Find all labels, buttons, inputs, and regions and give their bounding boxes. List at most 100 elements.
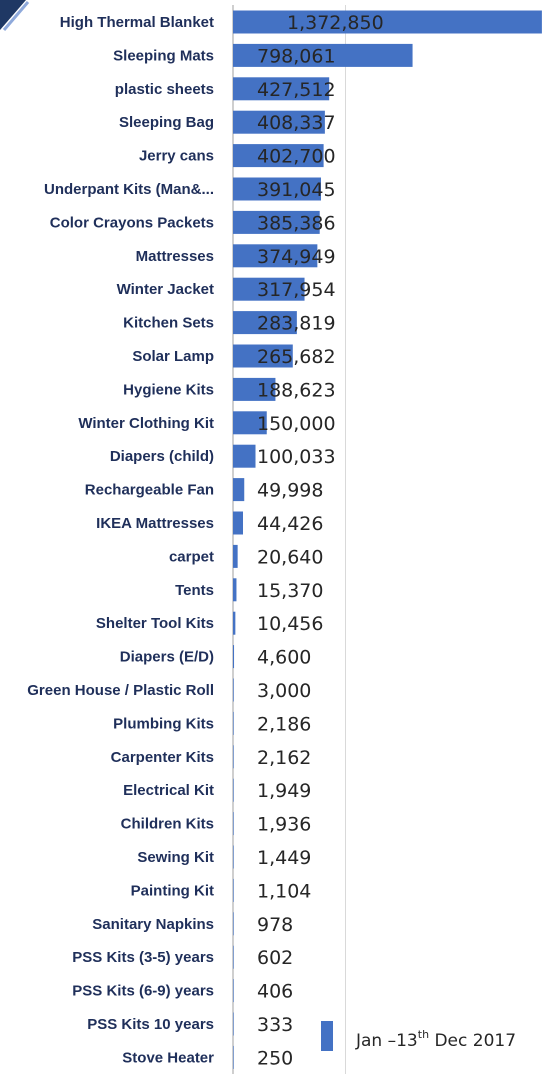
- bar: [233, 812, 234, 836]
- legend-text-main: Jan –13: [355, 1031, 418, 1051]
- data-label: 333: [257, 1014, 293, 1036]
- category-label: Sewing Kit: [137, 849, 214, 866]
- bar: [233, 912, 234, 936]
- bar: [233, 77, 330, 101]
- bar: [233, 344, 293, 368]
- category-label: Green House / Plastic Roll: [27, 682, 214, 699]
- legend-text-tail: Dec 2017: [429, 1031, 516, 1051]
- category-label: Rechargeable Fan: [85, 482, 214, 499]
- category-label: Carpenter Kits: [111, 749, 214, 766]
- data-label: 49,998: [257, 480, 323, 502]
- category-label: Solar Lamp: [132, 348, 214, 365]
- category-label: Jerry cans: [139, 148, 214, 165]
- bar: [233, 778, 234, 802]
- category-label: IKEA Mattresses: [96, 515, 214, 532]
- legend: Jan –13th Dec 2017: [321, 1021, 516, 1051]
- category-label: Hygiene Kits: [123, 381, 214, 398]
- category-label: Sleeping Bag: [119, 114, 214, 131]
- data-label: 2,162: [257, 747, 311, 769]
- bar: [233, 745, 234, 769]
- legend-label: Jan –13th Dec 2017: [355, 1028, 516, 1051]
- category-label: Painting Kit: [131, 882, 214, 899]
- legend-swatch: [321, 1021, 333, 1051]
- category-label: Underpant Kits (Man&...: [44, 181, 214, 198]
- legend-text-superscript: th: [418, 1028, 429, 1041]
- bar: [233, 878, 234, 902]
- category-label: Children Kits: [121, 816, 214, 833]
- bar: [233, 979, 234, 1003]
- data-label: 1,936: [257, 814, 311, 836]
- data-label: 798,061: [257, 45, 336, 67]
- category-label: Mattresses: [136, 248, 214, 265]
- bar: [233, 444, 256, 468]
- data-label: 283,819: [257, 313, 336, 335]
- category-label: Sanitary Napkins: [92, 916, 214, 933]
- bar: [233, 244, 318, 268]
- bar: [233, 377, 276, 401]
- bar: [233, 311, 297, 335]
- data-label: 427,512: [257, 79, 336, 101]
- bar: [233, 1012, 234, 1036]
- data-label: 150,000: [257, 413, 336, 435]
- category-label: PSS Kits (3-5) years: [72, 949, 214, 966]
- data-label: 406: [257, 981, 293, 1003]
- bar: [233, 144, 324, 168]
- category-label: Diapers (child): [110, 448, 214, 465]
- category-label: High Thermal Blanket: [60, 14, 214, 31]
- bar: [233, 10, 542, 34]
- category-label: Winter Jacket: [117, 281, 214, 298]
- bar: [233, 711, 234, 735]
- bar: [233, 411, 267, 435]
- data-label: 402,700: [257, 146, 336, 168]
- category-label: Diapers (E/D): [120, 649, 214, 666]
- category-label: PSS Kits (6-9) years: [72, 983, 214, 1000]
- category-label: Color Crayons Packets: [50, 214, 214, 231]
- bar: [233, 678, 234, 702]
- category-label: PSS Kits 10 years: [87, 1016, 214, 1033]
- bar: [233, 845, 234, 869]
- bar: [233, 645, 235, 669]
- data-label: 978: [257, 914, 293, 936]
- bar: [233, 43, 413, 67]
- bar: [233, 578, 237, 602]
- data-label: 15,370: [257, 580, 323, 602]
- bar: [233, 1045, 234, 1069]
- data-label: 374,949: [257, 246, 336, 268]
- bar: [233, 511, 243, 535]
- data-label: 20,640: [257, 546, 323, 568]
- data-label: 391,045: [257, 179, 336, 201]
- data-label: 1,104: [257, 880, 311, 902]
- data-label: 44,426: [257, 513, 323, 535]
- bar: [233, 611, 236, 635]
- data-label: 2,186: [257, 713, 311, 735]
- category-label: carpet: [169, 548, 214, 565]
- category-label: Tents: [175, 582, 214, 599]
- bar: [233, 478, 245, 502]
- data-label: 265,682: [257, 346, 336, 368]
- category-label: Winter Clothing Kit: [78, 415, 214, 432]
- category-label: Kitchen Sets: [123, 315, 214, 332]
- data-label: 408,337: [257, 112, 336, 134]
- data-label: 10,456: [257, 613, 323, 635]
- data-label: 1,449: [257, 847, 311, 869]
- category-label: Plumbing Kits: [113, 715, 214, 732]
- category-label: Stove Heater: [122, 1049, 214, 1066]
- bar: [233, 277, 305, 301]
- data-label: 1,949: [257, 780, 311, 802]
- data-label: 385,386: [257, 212, 336, 234]
- bar: [233, 110, 325, 134]
- data-label: 317,954: [257, 279, 336, 301]
- data-label: 100,033: [257, 446, 336, 468]
- data-label: 4,600: [257, 647, 311, 669]
- data-label: 250: [257, 1047, 293, 1069]
- category-label: Shelter Tool Kits: [96, 615, 214, 632]
- bar: [233, 177, 321, 201]
- data-label: 188,623: [257, 379, 336, 401]
- category-label: Sleeping Mats: [113, 47, 214, 64]
- bar: [233, 210, 320, 234]
- data-label: 1,372,850: [287, 12, 384, 34]
- data-label: 602: [257, 947, 293, 969]
- bar: [233, 544, 238, 568]
- corner-decoration: [0, 0, 30, 31]
